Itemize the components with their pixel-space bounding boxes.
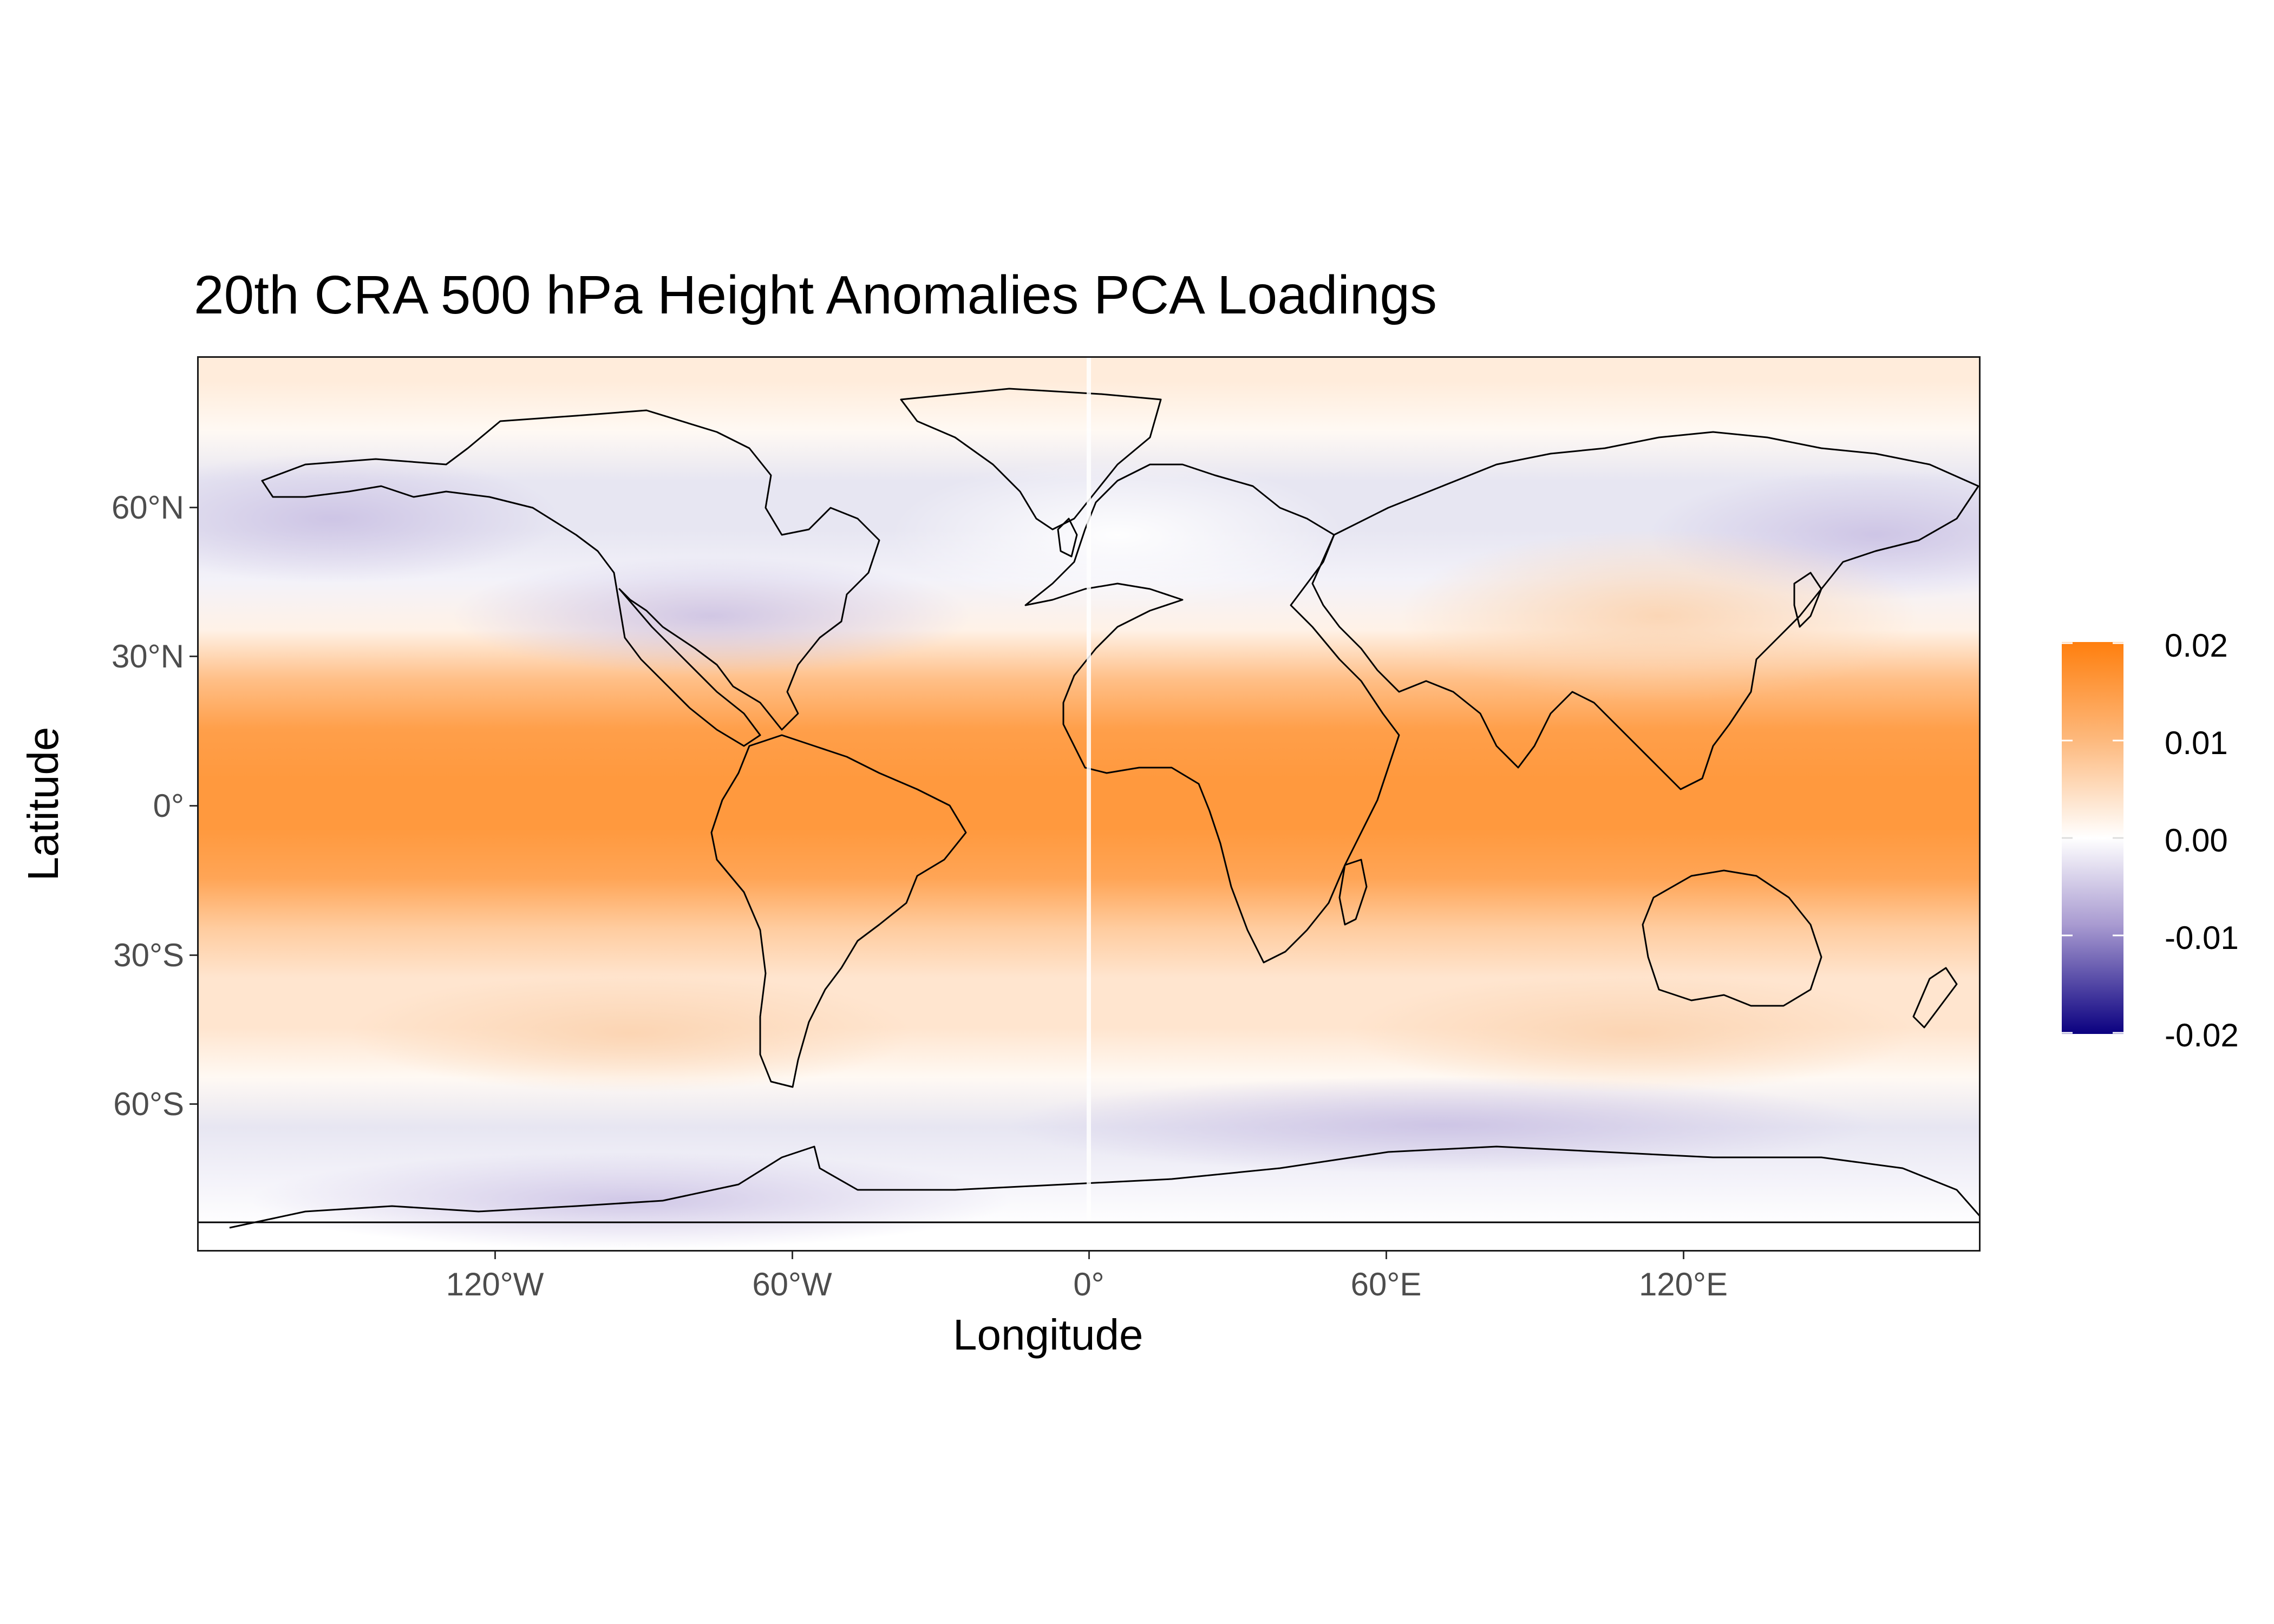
positive-anomaly-eurasia [1399, 529, 1919, 703]
x-tick-mark-60e [1386, 1252, 1387, 1259]
legend-label-0.00: 0.00 [2165, 822, 2228, 859]
x-axis-label: Longitude [953, 1311, 1143, 1359]
y-tick-mark-30s [190, 954, 197, 956]
map-panel [197, 356, 1981, 1252]
x-tick-mark-120e [1683, 1252, 1684, 1259]
x-tick-mark-0 [1088, 1252, 1090, 1259]
negative-anomaly-antarctic [251, 1152, 1009, 1249]
coastlines [229, 388, 1981, 1229]
y-tick-mark-60n [190, 507, 197, 508]
negative-anomaly-north-pacific [197, 454, 560, 584]
uk-outline [1057, 518, 1078, 558]
x-tick-mark-120w [494, 1252, 496, 1259]
x-tick-mark-60w [792, 1252, 793, 1259]
new-zealand-outline [1912, 967, 1958, 1029]
x-tick-label-0: 0° [1073, 1266, 1105, 1302]
y-tick-label-60s: 60°S [113, 1086, 184, 1122]
legend-label-0.02: 0.02 [2165, 627, 2228, 664]
antarctica-outline [229, 1145, 1981, 1229]
y-tick-mark-0 [190, 805, 197, 807]
heatmap-field [197, 356, 1981, 1252]
legend-label-neg0.01: -0.01 [2165, 920, 2239, 956]
legend-label-neg0.02: -0.02 [2165, 1017, 2239, 1053]
greenland-outline [900, 388, 1162, 531]
australia-outline [1642, 869, 1822, 1007]
y-tick-label-60n: 60°N [111, 489, 184, 526]
chart-title: 20th CRA 500 hPa Height Anomalies PCA Lo… [194, 265, 1437, 325]
y-axis-label: Latitude [19, 726, 67, 881]
x-tick-label-120w: 120°W [446, 1266, 544, 1302]
north-america-outline [261, 409, 880, 747]
x-tick-label-60e: 60°E [1350, 1266, 1422, 1302]
colorbar [2062, 642, 2123, 1034]
x-tick-label-120e: 120°E [1638, 1266, 1728, 1302]
y-tick-label-30s: 30°S [113, 937, 184, 973]
x-tick-label-60w: 60°W [752, 1266, 832, 1302]
madagascar-outline [1338, 859, 1368, 926]
positive-anomaly-south-pacific [349, 973, 912, 1092]
japan-outline [1793, 572, 1822, 628]
neutral-north-atlantic [890, 459, 1345, 611]
y-tick-mark-60s [190, 1103, 197, 1105]
legend-label-0.01: 0.01 [2165, 725, 2228, 761]
y-tick-label-0: 0° [153, 788, 184, 824]
positive-anomaly-south-indian [1350, 973, 1913, 1092]
y-tick-mark-30n [190, 656, 197, 657]
negative-anomaly-north-america [452, 556, 971, 676]
y-tick-label-30n: 30°N [111, 638, 184, 675]
south-america-outline [710, 734, 967, 1088]
asia-outline [1311, 431, 1979, 790]
negative-anomaly-southern-ocean [1009, 1076, 1876, 1174]
